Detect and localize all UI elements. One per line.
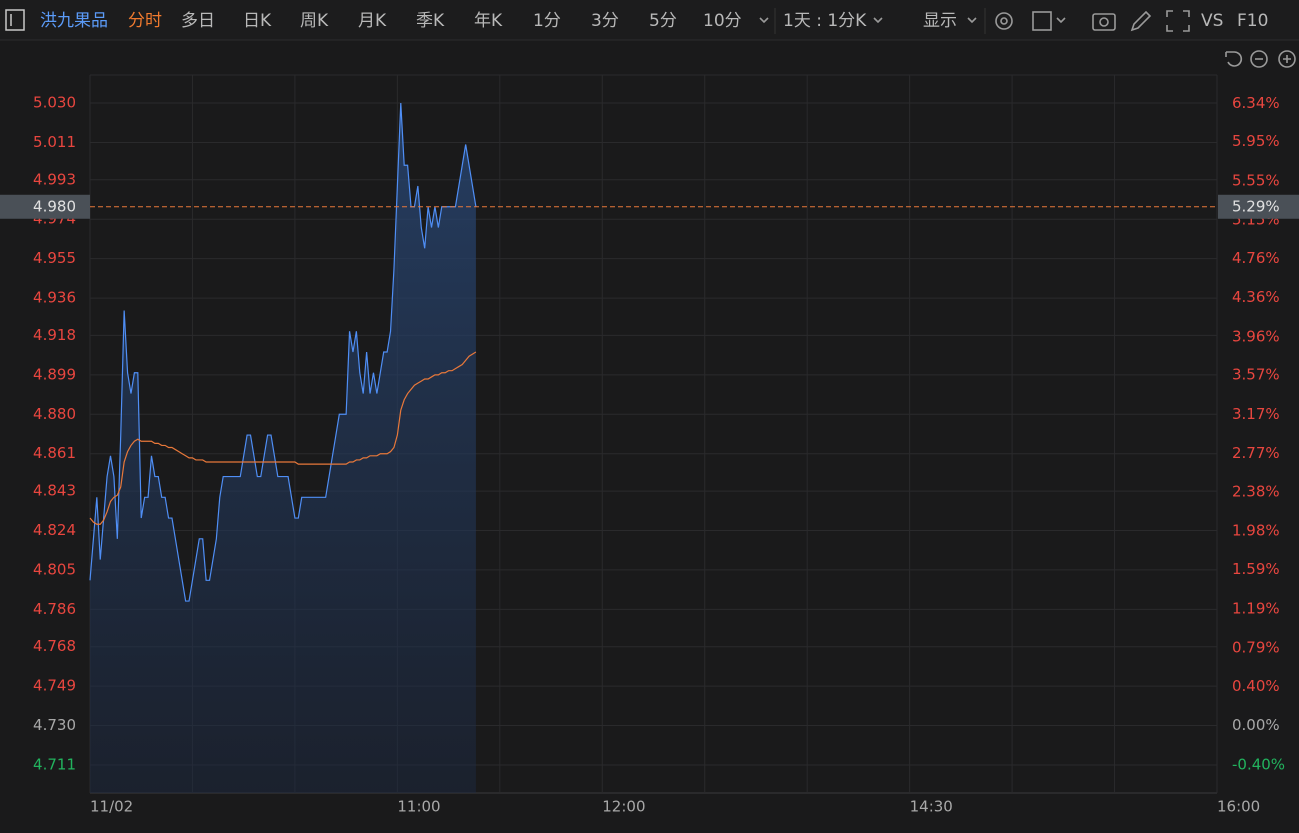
y-tick-label: 4.955 xyxy=(33,249,76,267)
y-tick-label: 4.711 xyxy=(33,755,76,773)
x-tick-label: 16:00 xyxy=(1217,798,1260,816)
vs-button[interactable]: VS xyxy=(1201,11,1223,31)
y-tick-label: 4.936 xyxy=(33,289,76,307)
tab-active[interactable]: 分时 xyxy=(128,11,162,31)
y-tick-label: 4.899 xyxy=(33,365,76,383)
tab[interactable]: 季K xyxy=(416,11,445,31)
pencil-icon[interactable] xyxy=(1130,10,1152,32)
tab[interactable]: 日K xyxy=(243,11,272,31)
y2-tick-label: 3.17% xyxy=(1232,405,1280,423)
y2-tick-label: 6.34% xyxy=(1232,94,1280,112)
current-price-box xyxy=(0,194,90,219)
y2-tick-label: 0.00% xyxy=(1232,716,1280,734)
period-select[interactable]: 1天 : 1分K xyxy=(783,11,867,31)
x-tick-label: 14:30 xyxy=(910,798,953,816)
tab[interactable]: 周K xyxy=(300,11,329,31)
y2-tick-label: 4.36% xyxy=(1232,288,1280,306)
f10-button[interactable]: F10 xyxy=(1237,11,1268,31)
fullscreen-icon[interactable] xyxy=(1166,10,1190,32)
y-tick-label: 4.880 xyxy=(33,405,76,423)
zoom-in-plus xyxy=(1283,55,1291,63)
stock-name[interactable]: 洪九果品 xyxy=(40,11,108,31)
y-tick-label: 4.730 xyxy=(33,716,76,734)
y2-tick-label: 0.79% xyxy=(1232,639,1280,657)
current-price-label: 4.980 xyxy=(33,197,76,215)
settings-icon[interactable] xyxy=(995,12,1013,30)
box-icon[interactable] xyxy=(1032,11,1052,31)
tab[interactable]: 年K xyxy=(474,11,503,31)
y2-tick-label: 3.57% xyxy=(1232,366,1280,384)
y-tick-label: 4.824 xyxy=(33,521,76,539)
y-tick-label: 4.768 xyxy=(33,637,76,655)
y-tick-label: 4.993 xyxy=(33,170,76,188)
y-tick-label: 5.030 xyxy=(33,94,76,112)
y2-tick-label: 5.95% xyxy=(1232,132,1280,150)
tab[interactable]: 5分 xyxy=(649,11,677,31)
y2-tick-label: -0.40% xyxy=(1232,755,1285,773)
y-tick-label: 4.918 xyxy=(33,326,76,344)
x-tick-label: 12:00 xyxy=(602,798,645,816)
sidebar-icon[interactable] xyxy=(5,9,25,31)
settings-icon-hub xyxy=(1000,17,1008,25)
y-tick-label: 4.805 xyxy=(33,560,76,578)
dropdown-icon[interactable] xyxy=(873,17,883,24)
camera-icon[interactable] xyxy=(1092,13,1116,31)
dropdown-icon[interactable] xyxy=(759,17,769,24)
y2-tick-label: 0.40% xyxy=(1232,677,1280,695)
camera-lens xyxy=(1099,17,1109,27)
tab[interactable]: 多日 xyxy=(181,11,215,31)
x-tick-label: 11/02 xyxy=(90,798,133,816)
current-change-label: 5.29% xyxy=(1232,197,1280,215)
dropdown-icon[interactable] xyxy=(967,17,977,24)
zoom-out-icon[interactable] xyxy=(1250,50,1268,68)
y2-tick-label: 1.98% xyxy=(1232,522,1280,540)
tab[interactable]: 月K xyxy=(358,11,387,31)
display-menu[interactable]: 显示 xyxy=(923,11,957,31)
y-tick-label: 5.011 xyxy=(33,133,76,151)
tab[interactable]: 3分 xyxy=(591,11,619,31)
y2-tick-label: 1.59% xyxy=(1232,560,1280,578)
toolbar xyxy=(0,0,1299,40)
current-change-box xyxy=(1218,194,1299,219)
y-tick-label: 4.861 xyxy=(33,444,76,462)
tab[interactable]: 10分 xyxy=(703,11,742,31)
tab[interactable]: 1分 xyxy=(533,11,561,31)
x-tick-label: 11:00 xyxy=(397,798,440,816)
y-tick-label: 4.843 xyxy=(33,482,76,500)
y2-tick-label: 2.77% xyxy=(1232,444,1280,462)
y2-tick-label: 1.19% xyxy=(1232,599,1280,617)
average-line xyxy=(89,351,477,525)
y2-tick-label: 2.38% xyxy=(1232,482,1280,500)
reset-icon[interactable] xyxy=(1225,51,1243,67)
zoom-in-icon[interactable] xyxy=(1278,50,1296,68)
y2-tick-label: 5.55% xyxy=(1232,171,1280,189)
y2-tick-label: 3.96% xyxy=(1232,327,1280,345)
y-tick-label: 4.749 xyxy=(33,677,76,695)
y-tick-label: 4.786 xyxy=(33,600,76,618)
y2-tick-label: 4.76% xyxy=(1232,249,1280,267)
price-area xyxy=(90,103,476,793)
dropdown-icon[interactable] xyxy=(1056,17,1066,24)
